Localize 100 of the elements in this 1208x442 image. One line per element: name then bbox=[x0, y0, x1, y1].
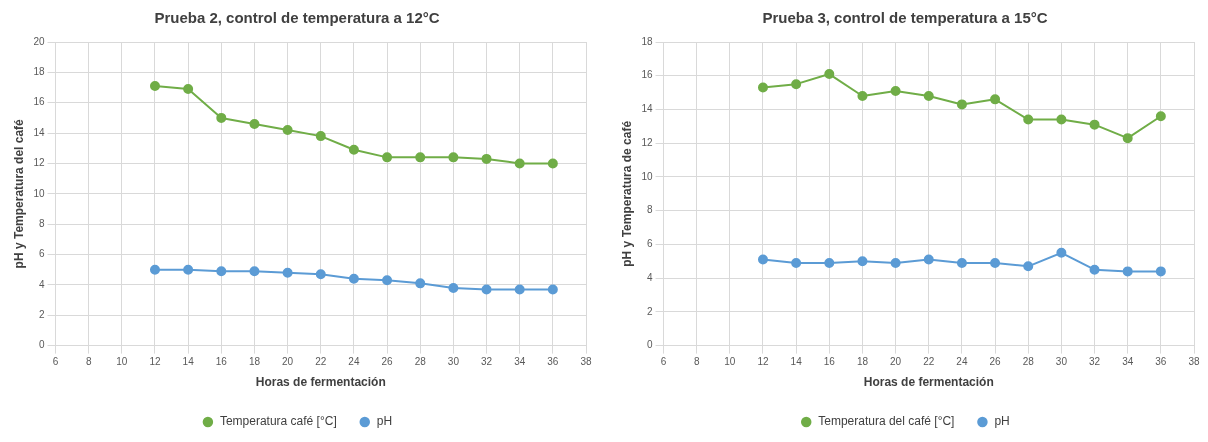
point bbox=[547, 284, 558, 295]
x-tick-label: 26 bbox=[381, 356, 394, 368]
x-tick-label: 38 bbox=[580, 356, 592, 368]
x-tick-label: 36 bbox=[547, 356, 559, 368]
chart-title: Prueba 2, control de temperatura a 12°C bbox=[154, 9, 440, 27]
y-tick-label: 0 bbox=[646, 339, 653, 351]
x-tick-label: 32 bbox=[480, 356, 493, 368]
x-tick-label: 38 bbox=[1188, 356, 1200, 368]
y-tick-label: 20 bbox=[33, 35, 45, 47]
point bbox=[216, 112, 227, 123]
point bbox=[890, 257, 901, 268]
point bbox=[348, 144, 359, 155]
point bbox=[382, 152, 393, 163]
point bbox=[1122, 133, 1133, 144]
point bbox=[923, 254, 934, 265]
x-tick-label: 10 bbox=[116, 356, 128, 368]
point bbox=[857, 256, 868, 267]
x-axis-title: Horas de fermentación bbox=[863, 375, 994, 390]
x-tick-label: 8 bbox=[693, 356, 700, 368]
x-tick-label: 26 bbox=[989, 356, 1002, 368]
point bbox=[547, 158, 558, 169]
point bbox=[481, 153, 492, 164]
point bbox=[857, 90, 868, 101]
x-tick-label: 12 bbox=[757, 356, 769, 368]
y-tick-label: 0 bbox=[38, 339, 45, 351]
point bbox=[923, 90, 934, 101]
point bbox=[791, 257, 802, 268]
point bbox=[149, 264, 160, 275]
x-tick-label: 28 bbox=[414, 356, 427, 368]
x-tick-label: 6 bbox=[660, 356, 667, 368]
point bbox=[1023, 114, 1034, 125]
x-axis-title: Horas de fermentación bbox=[255, 375, 386, 390]
point bbox=[448, 282, 459, 293]
x-tick-label: 36 bbox=[1155, 356, 1167, 368]
x-tick-label: 16 bbox=[215, 356, 228, 368]
y-tick-label: 4 bbox=[646, 271, 653, 283]
y-tick-label: 18 bbox=[641, 35, 653, 47]
legend-label: Temperatura café [°C] bbox=[219, 414, 337, 429]
legend-label: pH bbox=[376, 414, 393, 429]
point bbox=[1122, 266, 1133, 277]
y-axis-title: pH y Temperatura del café bbox=[11, 118, 26, 269]
y-axis-title: pH y Temperatura de café bbox=[619, 120, 634, 267]
point bbox=[990, 94, 1001, 105]
point bbox=[249, 266, 260, 277]
x-tick-label: 20 bbox=[282, 356, 294, 368]
point bbox=[1155, 111, 1166, 122]
point bbox=[348, 273, 359, 284]
point bbox=[956, 99, 967, 110]
x-tick-label: 18 bbox=[856, 356, 869, 368]
x-tick-label: 32 bbox=[1088, 356, 1101, 368]
x-tick-label: 34 bbox=[1122, 356, 1134, 368]
point bbox=[890, 85, 901, 96]
point bbox=[149, 81, 160, 92]
point bbox=[1056, 114, 1067, 125]
y-tick-label: 2 bbox=[646, 305, 653, 317]
y-tick-label: 16 bbox=[33, 96, 45, 108]
x-tick-label: 16 bbox=[823, 356, 836, 368]
y-tick-label: 4 bbox=[38, 278, 45, 290]
point bbox=[990, 257, 1001, 268]
y-tick-label: 12 bbox=[641, 136, 653, 148]
point bbox=[791, 79, 802, 90]
x-tick-label: 10 bbox=[724, 356, 736, 368]
x-tick-label: 6 bbox=[52, 356, 59, 368]
x-tick-label: 22 bbox=[923, 356, 935, 368]
x-tick-label: 28 bbox=[1022, 356, 1035, 368]
point bbox=[514, 158, 525, 169]
point bbox=[448, 152, 459, 163]
point bbox=[249, 118, 260, 129]
x-tick-label: 22 bbox=[315, 356, 327, 368]
point bbox=[1056, 247, 1067, 258]
y-tick-label: 14 bbox=[641, 103, 653, 115]
point bbox=[216, 266, 227, 277]
point bbox=[282, 267, 293, 278]
y-tick-label: 8 bbox=[646, 204, 653, 216]
point bbox=[956, 257, 967, 268]
point bbox=[282, 125, 293, 136]
point bbox=[1089, 264, 1100, 275]
point bbox=[757, 82, 768, 93]
x-tick-label: 8 bbox=[85, 356, 92, 368]
y-tick-label: 10 bbox=[33, 187, 45, 199]
point bbox=[315, 269, 326, 280]
legend-label: Temperatura del café [°C] bbox=[818, 414, 955, 429]
y-tick-label: 2 bbox=[38, 308, 45, 320]
point bbox=[415, 278, 426, 289]
x-tick-label: 30 bbox=[447, 356, 460, 368]
y-tick-label: 6 bbox=[38, 248, 45, 260]
chart-title: Prueba 3, control de temperatura a 15°C bbox=[762, 9, 1048, 27]
y-tick-label: 6 bbox=[646, 238, 653, 250]
point bbox=[1023, 261, 1034, 272]
point bbox=[481, 284, 492, 295]
x-tick-label: 14 bbox=[182, 356, 195, 368]
point bbox=[382, 275, 393, 286]
point bbox=[514, 284, 525, 295]
y-tick-label: 16 bbox=[641, 69, 653, 81]
point bbox=[824, 69, 835, 80]
y-tick-label: 18 bbox=[33, 66, 45, 78]
x-tick-label: 14 bbox=[790, 356, 803, 368]
y-tick-label: 8 bbox=[38, 217, 45, 229]
point bbox=[757, 254, 768, 265]
x-tick-label: 24 bbox=[956, 356, 968, 368]
